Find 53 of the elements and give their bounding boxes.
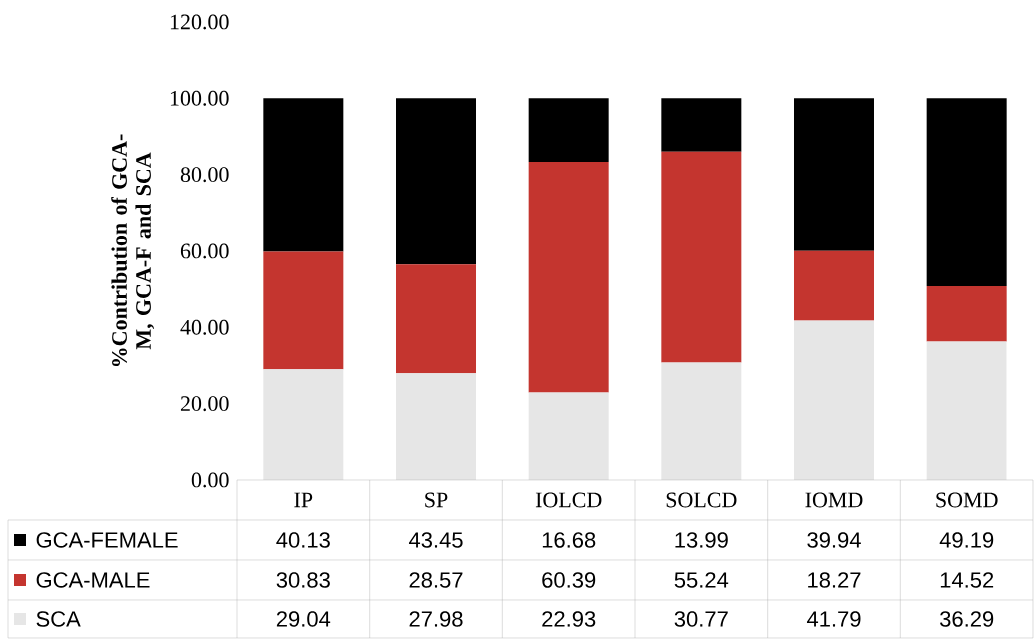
bar	[661, 362, 742, 480]
data-label: 13.99	[675, 532, 728, 548]
data-label: 41.79	[806, 611, 861, 627]
bar	[926, 286, 1007, 342]
x-tick-label: SOMD	[936, 492, 998, 508]
bar	[263, 251, 344, 370]
data-label: 27.98	[409, 611, 463, 627]
bar	[263, 98, 344, 252]
legend-label: GCA-FEMALE	[36, 532, 178, 548]
y-tick-label: 80.00	[180, 167, 229, 183]
data-label: 36.29	[940, 611, 994, 627]
bar	[396, 373, 476, 480]
bar	[396, 264, 476, 374]
y-tick-label: 40.00	[180, 319, 229, 335]
data-label: 43.45	[408, 532, 463, 548]
bar	[794, 320, 874, 480]
data-label: 28.57	[409, 572, 463, 588]
data-label: 30.77	[674, 611, 728, 627]
x-tick-label: SOLCD	[666, 492, 737, 508]
y-axis-title: %Contribution of GCA-M, GCA-F and SCA	[111, 134, 155, 367]
y-tick-label: 100.00	[170, 90, 229, 106]
bar	[794, 250, 874, 321]
legend-label: SCA	[36, 611, 81, 627]
data-label: 39.94	[807, 532, 861, 548]
x-tick-label: IOLCD	[535, 492, 602, 508]
bar	[528, 98, 609, 162]
bar	[926, 98, 1007, 287]
data-label: 29.04	[276, 611, 331, 627]
bar	[661, 98, 742, 152]
bar	[794, 98, 874, 251]
bar	[528, 161, 609, 393]
bar	[926, 341, 1007, 480]
y-tick-label: 120.00	[170, 14, 229, 30]
x-tick-label: IOMD	[805, 492, 863, 508]
y-tick-label: 20.00	[180, 396, 229, 412]
data-label: 40.13	[276, 532, 330, 548]
data-label: 14.52	[940, 572, 994, 588]
x-tick-label: SP	[425, 492, 448, 508]
y-tick-label: 60.00	[180, 243, 229, 259]
bar	[661, 151, 742, 363]
data-label: 22.93	[542, 611, 596, 627]
data-label: 55.24	[674, 572, 729, 588]
bar	[263, 369, 344, 480]
data-label: 60.39	[542, 572, 596, 588]
data-label: 30.83	[276, 572, 330, 588]
x-tick-label: IP	[294, 492, 313, 508]
data-label: 49.19	[939, 532, 994, 548]
data-label: 16.68	[542, 532, 596, 548]
bar	[396, 98, 476, 265]
data-label: 18.27	[808, 572, 861, 588]
y-tick-label: 0.00	[191, 472, 229, 488]
bar	[528, 392, 609, 480]
legend-label: GCA-MALE	[36, 572, 150, 588]
